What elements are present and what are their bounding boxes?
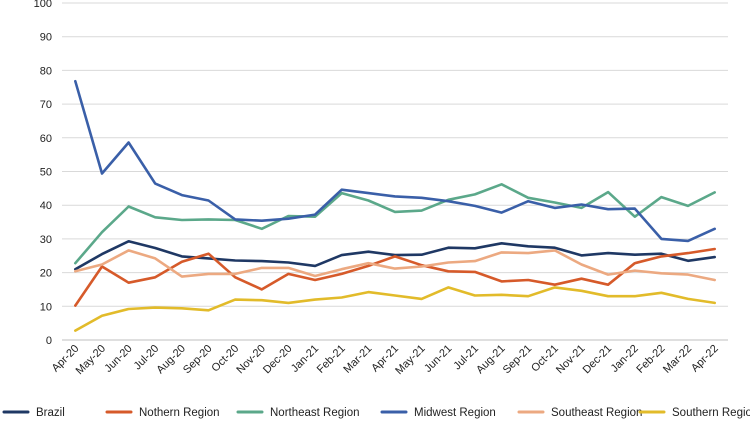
series-line-midwest-region — [74, 79, 717, 243]
legend-item-southeast-region: Southeast Region — [517, 407, 642, 419]
x-axis-ticks: Apr-20May-20Jun-20Jul-20Aug-20Sep-20Oct-… — [50, 343, 721, 377]
x-tick-label: Aug-20 — [154, 343, 188, 377]
legend-label: Southern Region — [672, 407, 750, 419]
x-tick-label: Jun-21 — [422, 343, 454, 375]
series-line-nothern-region — [74, 247, 717, 307]
x-tick-label: Sep-20 — [181, 343, 215, 377]
y-tick-label: 20 — [40, 268, 52, 280]
legend-label: Midwest Region — [414, 407, 496, 419]
y-tick-label: 50 — [40, 167, 52, 179]
y-tick-label: 100 — [34, 0, 52, 10]
x-tick-label: Mar-22 — [661, 343, 694, 376]
legend: Brazil Nothern Region Northeast Region Midw… — [2, 407, 750, 419]
y-tick-label: 60 — [40, 133, 52, 145]
x-tick-label: May-20 — [74, 343, 108, 377]
x-tick-label: May-21 — [393, 343, 427, 377]
legend-label: Nothern Region — [139, 407, 220, 419]
legend-label: Southeast Region — [551, 407, 642, 419]
y-tick-label: 90 — [40, 32, 52, 44]
x-tick-label: Dec-20 — [261, 343, 295, 377]
y-tick-label: 40 — [40, 200, 52, 212]
x-tick-label: Sep-21 — [501, 343, 535, 377]
legend-item-nothern-region: Nothern Region — [105, 407, 220, 419]
series-lines — [74, 79, 717, 332]
x-tick-label: Apr-22 — [689, 343, 721, 375]
legend-label: Brazil — [36, 407, 65, 419]
x-tick-label: Nov-20 — [234, 343, 268, 377]
legend-item-northeast-region: Northeast Region — [236, 407, 360, 419]
legend-label: Northeast Region — [270, 407, 360, 419]
y-tick-label: 70 — [40, 99, 52, 111]
y-tick-label: 10 — [40, 301, 52, 313]
y-tick-label: 0 — [46, 335, 52, 347]
legend-item-southern-region: Southern Region — [638, 407, 750, 419]
x-tick-label: Nov-21 — [554, 343, 588, 377]
x-tick-label: Mar-21 — [341, 343, 374, 376]
y-tick-label: 30 — [40, 234, 52, 246]
x-tick-label: Jun-20 — [102, 343, 134, 375]
y-tick-label: 80 — [40, 65, 52, 77]
series-line-southeast-region — [74, 249, 717, 282]
x-tick-label: Aug-21 — [474, 343, 508, 377]
legend-item-midwest-region: Midwest Region — [380, 407, 496, 419]
y-axis-ticks: 0 10 20 30 40 50 60 70 80 90 100 — [34, 0, 52, 347]
gridlines — [62, 2, 728, 341]
series-line-southern-region — [74, 286, 717, 332]
x-tick-label: Dec-21 — [581, 343, 615, 377]
x-tick-label: Feb-22 — [634, 343, 667, 376]
legend-item-brazil: Brazil — [2, 407, 65, 419]
series-line-northeast-region — [74, 183, 717, 265]
x-tick-label: Feb-21 — [315, 343, 348, 376]
